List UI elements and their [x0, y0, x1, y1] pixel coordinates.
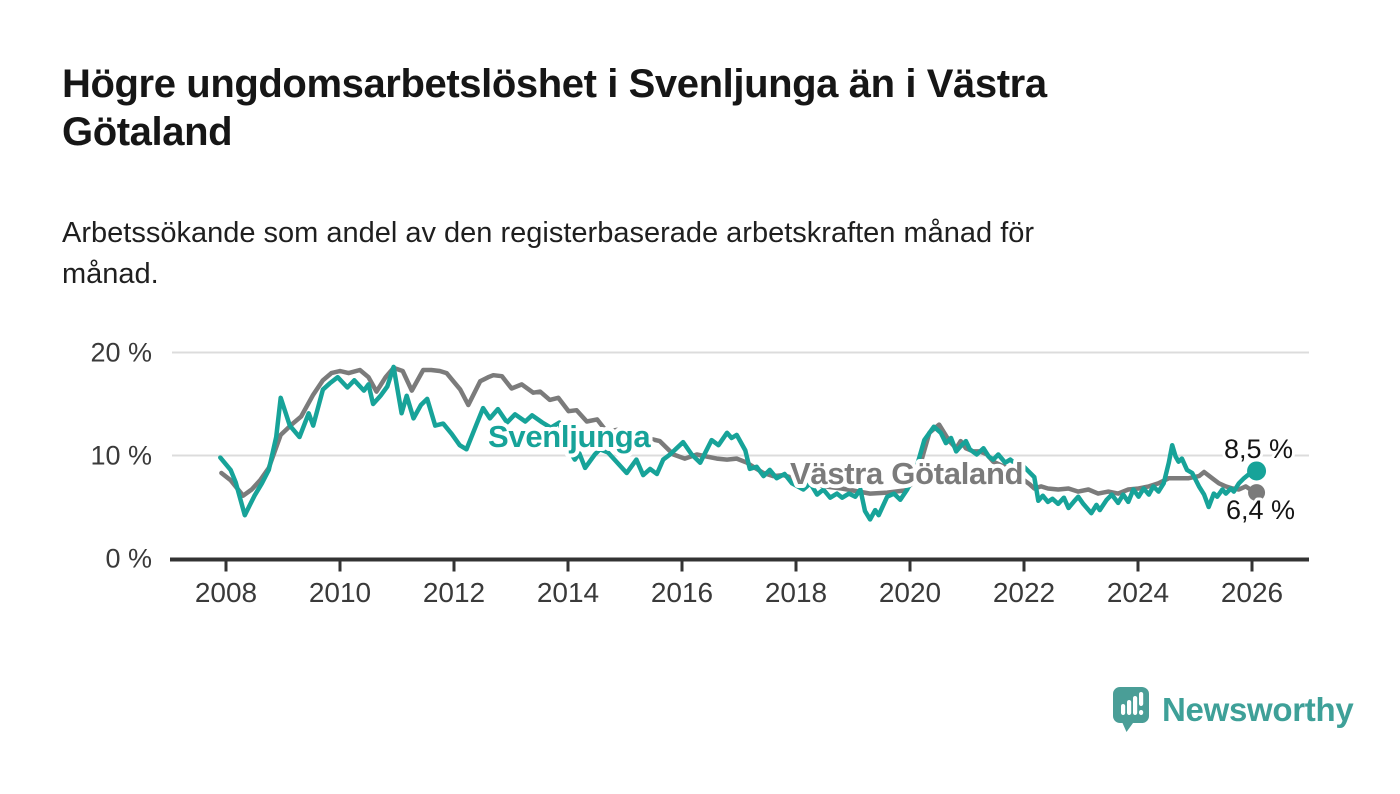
page-subtitle: Arbetssökande som andel av den registerb… — [62, 213, 1262, 295]
y-axis-tick-label: 20 % — [90, 338, 152, 368]
end-value-label-svenljunga: 8,5 % — [1224, 434, 1293, 464]
x-axis-tick-label: 2020 — [879, 577, 941, 608]
x-axis-tick-label: 2016 — [651, 577, 713, 608]
x-axis-tick-label: 2008 — [195, 577, 257, 608]
x-axis-tick-label: 2024 — [1107, 577, 1169, 608]
x-axis-tick-label: 2010 — [309, 577, 371, 608]
page-subtitle-line-1: Arbetssökande som andel av den registerb… — [62, 217, 1035, 249]
bar-chart-glyph — [1121, 692, 1144, 715]
page-title-line-2: Götaland — [62, 110, 233, 154]
x-axis-tick-label: 2026 — [1221, 577, 1283, 608]
newsworthy-logo-icon — [1113, 687, 1149, 732]
x-axis-tick-label: 2014 — [537, 577, 599, 608]
series-line-vastra-gotaland — [219, 365, 1259, 498]
page-title: Högre ungdomsarbetslöshet i Svenljunga ä… — [62, 60, 1222, 156]
page-title-line-1: Högre ungdomsarbetslöshet i Svenljunga ä… — [62, 62, 1047, 106]
page-subtitle-line-2: månad. — [62, 258, 159, 290]
series-line-svenljunga — [218, 364, 1259, 522]
series-end-dot-vastra-gotaland — [1248, 484, 1266, 502]
series-label-vastra-gotaland: Västra Götaland — [790, 456, 1023, 491]
x-axis-tick-label: 2018 — [765, 577, 827, 608]
y-axis-tick-label: 10 % — [90, 441, 152, 471]
end-value-label-vastra-gotaland: 6,4 % — [1226, 495, 1295, 525]
x-axis-tick-label: 2012 — [423, 577, 485, 608]
series-end-dot-svenljunga — [1247, 461, 1267, 481]
y-axis-tick-label: 0 % — [105, 544, 152, 574]
newsworthy-logo: Newsworthy — [1113, 686, 1354, 733]
series-label-svenljunga: Svenljunga — [488, 419, 651, 454]
x-axis-tick-label: 2022 — [993, 577, 1055, 608]
newsworthy-wordmark: Newsworthy — [1162, 690, 1354, 728]
